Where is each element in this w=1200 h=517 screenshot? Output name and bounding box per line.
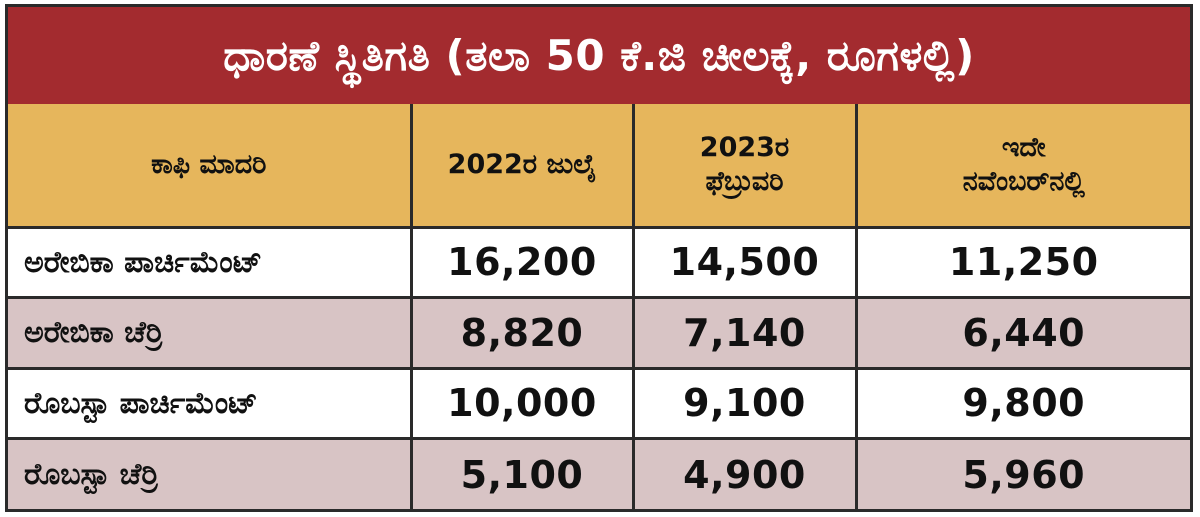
header-line: ಕಾಫಿ ಮಾದರಿ <box>151 148 267 180</box>
price-cell: 10,000 <box>409 366 635 440</box>
table-title: ಧಾರಣೆ ಸ್ಥಿತಿಗತಿ (ತಲಾ 50 ಕೆ.ಜಿ ಚೀಲಕ್ಕೆ, ರ… <box>223 30 975 80</box>
row-label: ಅರೇಬಿಕಾ ಚೆರ್ರಿ <box>8 296 413 370</box>
header-cell-this-november: ಇದೇ ನವೆಂಬರ್‌ನಲ್ಲಿ <box>854 104 1190 229</box>
price-table-card: ಧಾರಣೆ ಸ್ಥಿತಿಗತಿ (ತಲಾ 50 ಕೆ.ಜಿ ಚೀಲಕ್ಕೆ, ರ… <box>5 4 1193 512</box>
header-line: 2023ರ <box>699 132 790 163</box>
header-cell-coffee-type: ಕಾಫಿ ಮಾದರಿ <box>8 104 413 229</box>
header-line: ಫೆಬ್ರುವರಿ <box>705 165 784 197</box>
header-line: 2022ರ ಜುಲೈ <box>447 148 597 180</box>
price-cell: 9,100 <box>631 366 858 440</box>
price-cell: 4,900 <box>631 437 858 509</box>
row-label: ಅರೇಬಿಕಾ ಪಾರ್ಚಿಮೆಂಟ್ <box>8 225 413 299</box>
price-cell: 14,500 <box>631 225 858 299</box>
price-cell: 9,800 <box>854 366 1190 440</box>
price-table: ಕಾಫಿ ಮಾದರಿ 2022ರ ಜುಲೈ 2023ರ ಫೆಬ್ರುವರಿ ಇದ… <box>8 104 1190 509</box>
price-cell: 6,440 <box>854 296 1190 370</box>
table-row: ಅರೇಬಿಕಾ ಚೆರ್ರಿ 8,820 7,140 6,440 <box>8 296 1190 370</box>
row-label: ರೊಬಸ್ಟಾ ಚೆರ್ರಿ <box>8 437 413 509</box>
price-cell: 11,250 <box>854 225 1190 299</box>
row-label: ರೊಬಸ್ಟಾ ಪಾರ್ಚಿಮೆಂಟ್ <box>8 366 413 440</box>
header-cell-2023-february: 2023ರ ಫೆಬ್ರುವರಿ <box>631 104 858 229</box>
price-cell: 5,960 <box>854 437 1190 509</box>
header-line: ನವೆಂಬರ್‌ನಲ್ಲಿ <box>962 165 1085 197</box>
title-bar: ಧಾರಣೆ ಸ್ಥಿತಿಗತಿ (ತಲಾ 50 ಕೆ.ಜಿ ಚೀಲಕ್ಕೆ, ರ… <box>8 7 1190 104</box>
table-row: ರೊಬಸ್ಟಾ ಚೆರ್ರಿ 5,100 4,900 5,960 <box>8 437 1190 509</box>
table-row: ರೊಬಸ್ಟಾ ಪಾರ್ಚಿಮೆಂಟ್ 10,000 9,100 9,800 <box>8 366 1190 440</box>
header-line: ಇದೇ <box>1001 132 1046 163</box>
price-cell: 7,140 <box>631 296 858 370</box>
price-cell: 5,100 <box>409 437 635 509</box>
price-cell: 16,200 <box>409 225 635 299</box>
table-row: ಅರೇಬಿಕಾ ಪಾರ್ಚಿಮೆಂಟ್ 16,200 14,500 11,250 <box>8 225 1190 299</box>
header-cell-2022-july: 2022ರ ಜುಲೈ <box>409 104 635 229</box>
header-row: ಕಾಫಿ ಮಾದರಿ 2022ರ ಜುಲೈ 2023ರ ಫೆಬ್ರುವರಿ ಇದ… <box>8 104 1190 229</box>
price-cell: 8,820 <box>409 296 635 370</box>
